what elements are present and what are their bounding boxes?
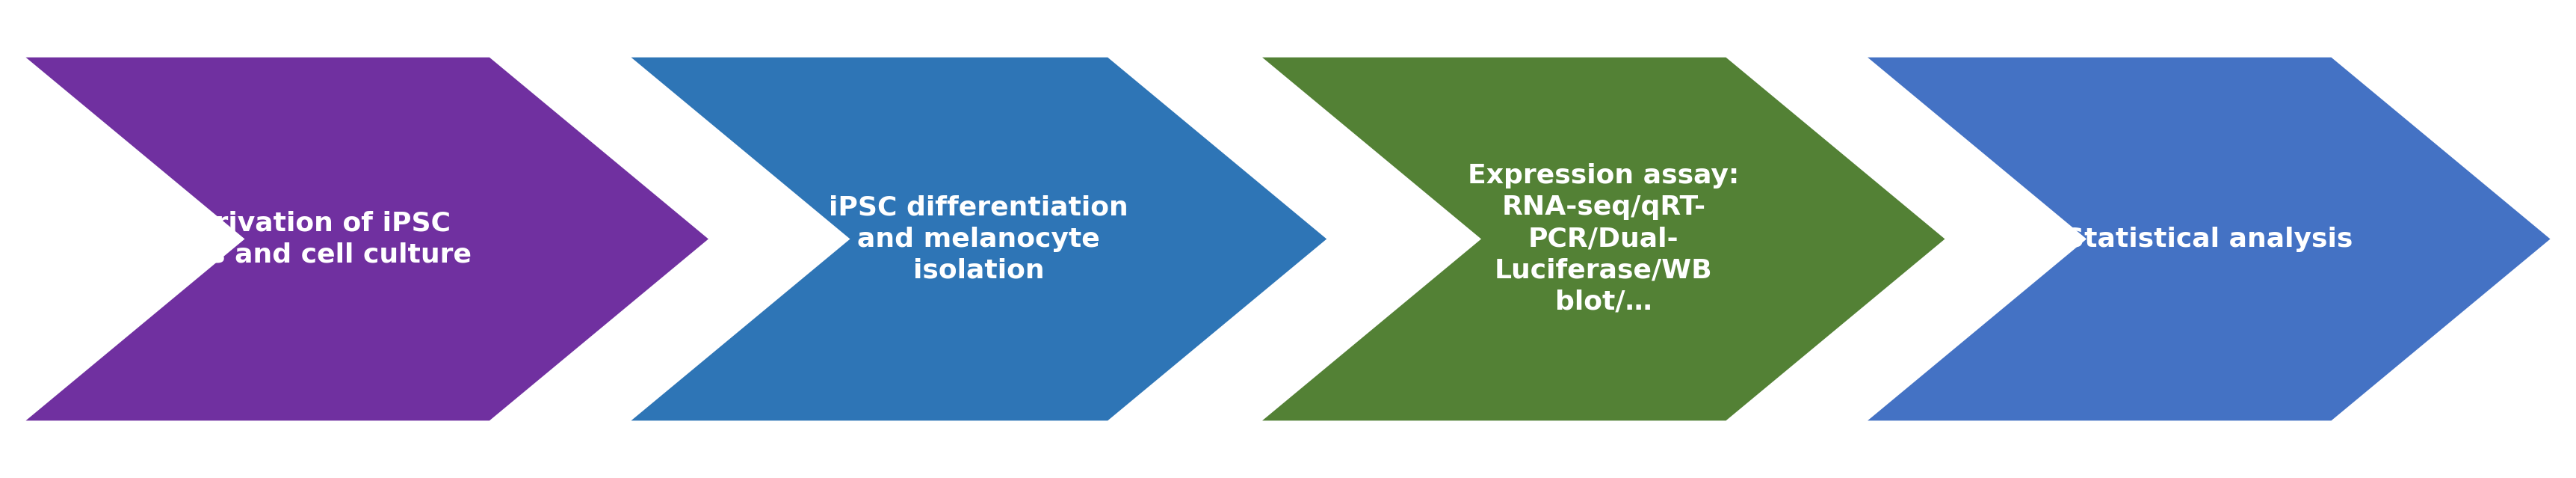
Text: Statistical analysis: Statistical analysis: [2066, 226, 2352, 252]
Polygon shape: [1868, 57, 2550, 421]
Polygon shape: [26, 57, 708, 421]
Text: Derivation of iPSC
lines and cell culture: Derivation of iPSC lines and cell cultur…: [152, 210, 471, 268]
Polygon shape: [631, 57, 1327, 421]
Text: iPSC differentiation
and melanocyte
isolation: iPSC differentiation and melanocyte isol…: [829, 195, 1128, 283]
Text: Expression assay:
RNA-seq/qRT-
PCR/Dual-
Luciferase/WB
blot/…: Expression assay: RNA-seq/qRT- PCR/Dual-…: [1468, 163, 1739, 315]
Polygon shape: [1262, 57, 1945, 421]
